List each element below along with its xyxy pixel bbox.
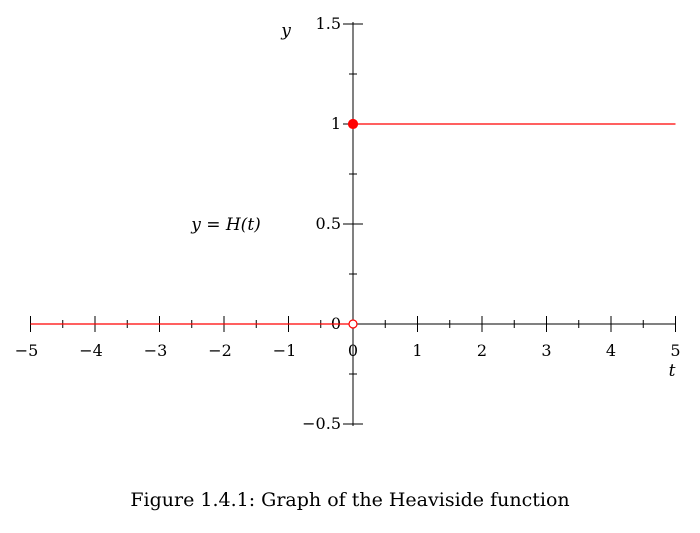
- y-tick-label: 0.5: [316, 214, 341, 233]
- x-tick-label: −3: [144, 341, 168, 360]
- series: [30, 118, 676, 329]
- figure-caption: Figure 1.4.1: Graph of the Heaviside fun…: [130, 489, 569, 511]
- x-tick-label: −2: [208, 341, 232, 360]
- closed-point: [347, 118, 359, 130]
- y-axis-label: y: [280, 21, 291, 41]
- x-tick-label: −1: [273, 341, 297, 360]
- open-point: [348, 319, 358, 329]
- x-tick-label: 4: [606, 341, 616, 360]
- x-tick-label: −5: [15, 341, 39, 360]
- x-axis-label: t: [669, 361, 676, 381]
- x-tick-label: 3: [541, 341, 551, 360]
- function-annotation: y = H(t): [190, 215, 261, 235]
- x-tick-label: 5: [670, 341, 680, 360]
- x-tick-label: −4: [79, 341, 103, 360]
- x-tick-label: 1: [412, 341, 422, 360]
- y-tick-label: 1.5: [316, 14, 341, 33]
- x-tick-label: 2: [477, 341, 487, 360]
- x-tick-label: 0: [348, 341, 358, 360]
- ticks: −5 −4 −3 −2 −1 0 1 2 3 4 5−0.500.511.5: [15, 14, 681, 433]
- y-tick-label: 1: [331, 114, 341, 133]
- y-tick-label: −0.5: [302, 414, 341, 433]
